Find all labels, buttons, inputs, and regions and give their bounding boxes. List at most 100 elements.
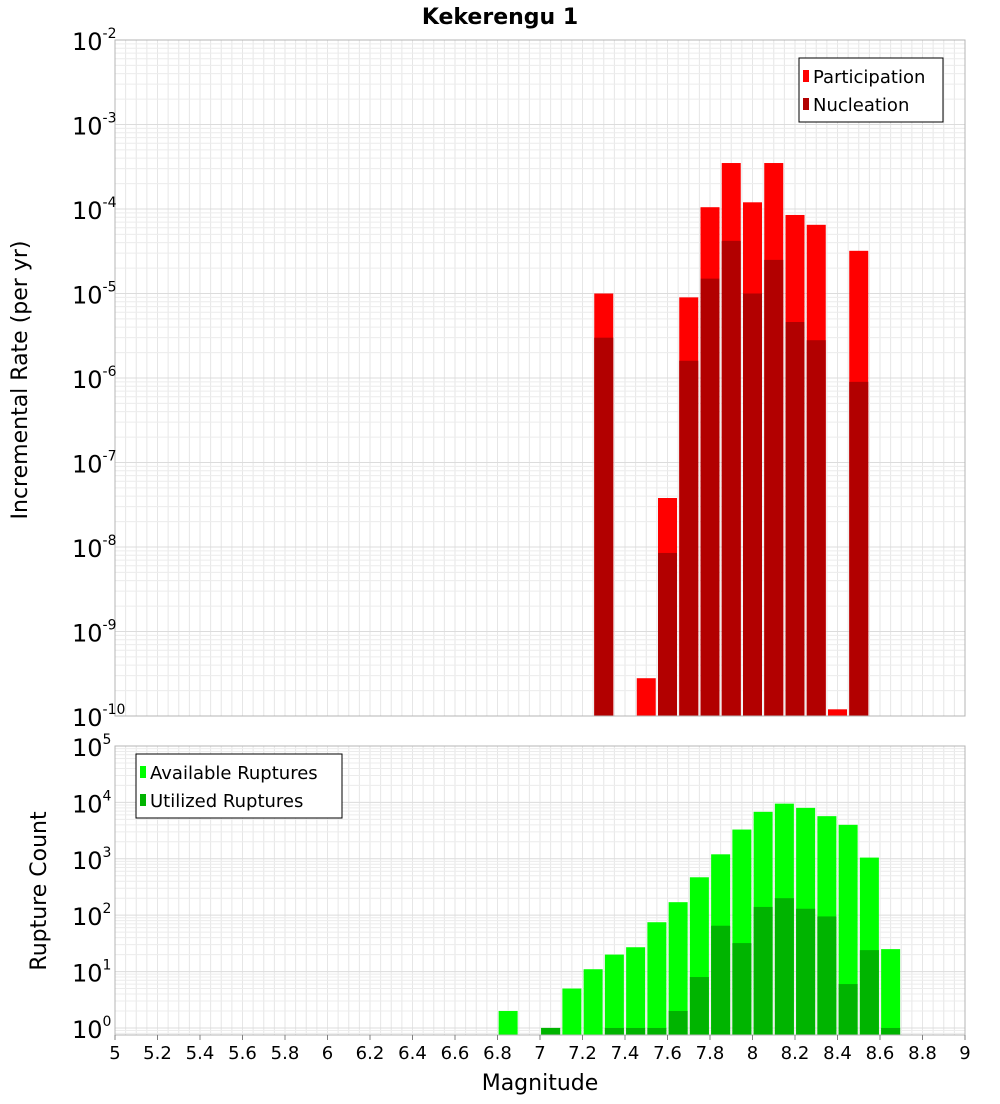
x-tick-label: 5.4 (186, 1043, 215, 1064)
count-bar-utilized-ruptures (647, 1027, 667, 1035)
count-y-tick-exponent: 4 (103, 788, 112, 804)
rate-bar-nucleation (721, 240, 741, 716)
rate-bar-nucleation (700, 278, 720, 716)
count-bar-utilized-ruptures (817, 916, 837, 1035)
rate-y-tick-label: 10-4 (72, 195, 117, 225)
rate-bar-participation (828, 709, 847, 716)
count-y-tick-label: 105 (72, 732, 111, 762)
count-bar-available-ruptures (562, 988, 582, 1035)
x-tick-label: 6.6 (441, 1043, 470, 1064)
rate-bar-nucleation (849, 381, 869, 716)
x-tick-label: 8.4 (823, 1043, 852, 1064)
rate-bar-nucleation (594, 337, 614, 716)
count-y-tick-exponent: 2 (103, 901, 112, 917)
rate-y-tick-exponent: -6 (103, 364, 117, 380)
rate-legend-swatch-participation (803, 70, 809, 82)
count-bar-utilized-ruptures (732, 943, 752, 1035)
rate-y-tick-label: 10-7 (72, 449, 117, 479)
rate-y-tick-label: 10-3 (72, 111, 117, 141)
x-tick-label: 6.4 (398, 1043, 427, 1064)
count-bar-utilized-ruptures (689, 977, 709, 1035)
count-legend-swatch-utilized-ruptures (140, 794, 146, 806)
x-tick-label: 7.6 (653, 1043, 682, 1064)
count-bar-utilized-ruptures (859, 950, 879, 1035)
rate-y-tick-label: 10-8 (72, 533, 117, 563)
x-tick-label: 8.2 (781, 1043, 810, 1064)
count-y-tick-label: 100 (72, 1014, 111, 1044)
x-tick-label: 7.4 (611, 1043, 640, 1064)
count-bar-utilized-ruptures (668, 1010, 688, 1035)
rate-y-tick-exponent: -4 (103, 195, 117, 211)
x-tick-label: 5 (109, 1043, 120, 1064)
rate-bar-nucleation (743, 293, 762, 716)
rate-bar-participation (636, 678, 656, 716)
rate-bar-nucleation (764, 259, 784, 716)
count-y-tick-exponent: 1 (103, 958, 112, 974)
count-bar-available-ruptures (668, 902, 688, 1035)
rate-bar-nucleation (806, 340, 826, 716)
rate-y-tick-exponent: -2 (103, 26, 117, 42)
x-tick-label: 5.2 (143, 1043, 172, 1064)
count-legend-box (135, 753, 343, 819)
count-bar-available-ruptures (498, 1010, 518, 1035)
rate-bar-nucleation (785, 321, 805, 716)
x-tick-label: 7.8 (696, 1043, 725, 1064)
rate-bar-nucleation (679, 360, 699, 716)
count-bar-utilized-ruptures (626, 1027, 646, 1035)
x-tick-label: 8 (747, 1043, 758, 1064)
count-legend-swatch-available-ruptures (140, 766, 146, 778)
count-y-tick-label: 104 (72, 788, 112, 818)
count-y-tick-exponent: 0 (103, 1014, 112, 1030)
x-tick-label: 6.2 (356, 1043, 385, 1064)
rate-bar-nucleation (658, 552, 677, 716)
count-bar-available-ruptures (604, 954, 624, 1035)
x-axis-label: Magnitude (482, 1071, 599, 1096)
count-bar-utilized-ruptures (753, 906, 773, 1035)
count-bar-available-ruptures (626, 947, 646, 1035)
rate-y-tick-exponent: -9 (103, 618, 117, 634)
count-y-tick-label: 102 (72, 901, 111, 931)
count-bar-utilized-ruptures (604, 1027, 624, 1035)
rate-y-tick-exponent: -10 (103, 702, 126, 718)
x-tick-label: 5.6 (228, 1043, 257, 1064)
rate-y-tick-label: 10-9 (72, 618, 117, 648)
rate-y-axis-label: Incremental Rate (per yr) (8, 241, 33, 520)
count-y-tick-exponent: 5 (103, 732, 112, 748)
rate-y-tick-exponent: -8 (103, 533, 117, 549)
count-bar-available-ruptures (647, 922, 667, 1035)
count-y-tick-label: 101 (72, 958, 111, 988)
count-legend-label-utilized-ruptures: Utilized Ruptures (150, 791, 303, 812)
count-y-tick-label: 103 (72, 845, 111, 875)
count-bar-utilized-ruptures (774, 898, 794, 1035)
x-tick-label: 8.8 (908, 1043, 937, 1064)
x-tick-label: 5.8 (271, 1043, 300, 1064)
rate-y-tick-label: 10-5 (72, 280, 117, 310)
rate-y-tick-label: 10-10 (72, 702, 125, 732)
rate-legend-label-participation: Participation (813, 67, 925, 88)
count-bar-utilized-ruptures (838, 984, 858, 1035)
rate-legend-swatch-nucleation (803, 98, 809, 110)
rate-y-tick-label: 10-6 (72, 364, 117, 394)
rate-y-tick-exponent: -3 (103, 111, 117, 127)
count-legend-label-available-ruptures: Available Ruptures (150, 763, 318, 784)
x-tick-label: 7.2 (568, 1043, 597, 1064)
rate-legend-label-nucleation: Nucleation (813, 95, 909, 116)
rate-y-tick-exponent: -7 (103, 449, 117, 465)
rate-plot-frame (114, 39, 966, 717)
count-bar-utilized-ruptures (711, 925, 731, 1035)
count-bar-available-ruptures (838, 824, 858, 1035)
count-bar-available-ruptures (881, 949, 901, 1035)
count-y-axis-label: Rupture Count (27, 811, 52, 971)
count-bar-utilized-ruptures (881, 1027, 901, 1035)
count-bar-utilized-ruptures (796, 908, 816, 1035)
chart-title: Kekerengu 1 (422, 5, 578, 30)
x-tick-label: 6 (322, 1043, 333, 1064)
count-y-tick-exponent: 3 (103, 845, 112, 861)
rate-legend-box (798, 57, 944, 123)
count-bar-utilized-ruptures (541, 1027, 561, 1035)
rate-y-tick-label: 10-2 (72, 26, 117, 56)
rate-y-tick-exponent: -5 (103, 280, 117, 296)
x-tick-label: 9 (959, 1043, 970, 1064)
x-tick-label: 6.8 (483, 1043, 512, 1064)
